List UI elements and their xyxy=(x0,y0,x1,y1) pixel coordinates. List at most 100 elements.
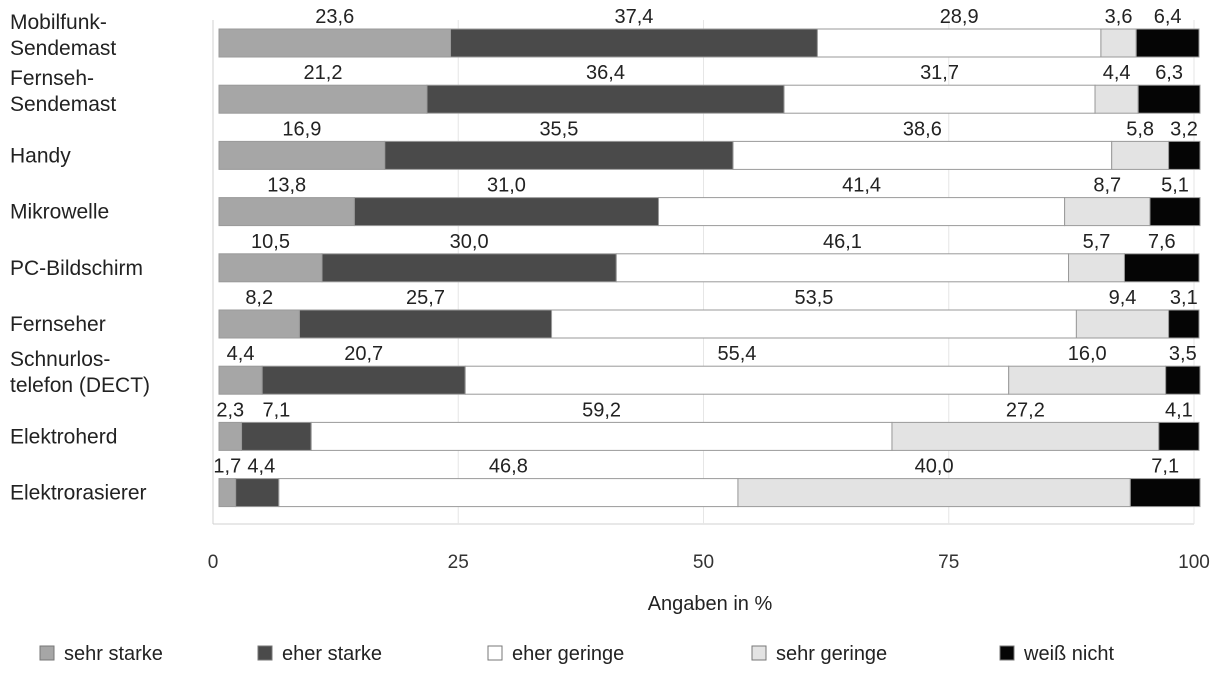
bar-segment-eher-geringe xyxy=(464,365,1010,395)
value-label: 46,1 xyxy=(823,231,862,253)
bar-segment-eher-starke xyxy=(384,140,734,170)
value-label: 6,3 xyxy=(1155,62,1183,84)
category-label: Elektroherd xyxy=(10,425,117,448)
x-tick-label: 25 xyxy=(448,552,469,573)
bar-segment-sehr-geringe xyxy=(1008,365,1167,395)
value-label: 16,9 xyxy=(282,118,321,140)
legend-label: sehr starke xyxy=(64,643,163,665)
value-label: 13,8 xyxy=(267,175,306,197)
bar-segment-weiß-nicht xyxy=(1137,84,1201,114)
bar-segment-sehr-geringe xyxy=(1068,253,1125,283)
bar-segment-sehr-starke xyxy=(218,421,243,451)
legend-swatch xyxy=(257,645,273,661)
bar-segment-eher-starke xyxy=(298,309,553,339)
value-label: 46,8 xyxy=(489,456,528,478)
bar-segment-weiß-nicht xyxy=(1165,365,1201,395)
bar-segment-sehr-starke xyxy=(218,365,263,395)
category-label: Fernseh-Sendemast xyxy=(10,67,116,116)
bar-segment-sehr-starke xyxy=(218,253,323,283)
value-label: 5,8 xyxy=(1126,118,1154,140)
bar-segment-eher-starke xyxy=(321,253,617,283)
x-tick-label: 75 xyxy=(938,552,959,573)
value-label: 7,1 xyxy=(1151,456,1179,478)
bar-segment-sehr-geringe xyxy=(1064,197,1151,227)
bar-segment-eher-geringe xyxy=(278,478,739,508)
bar-segment-weiß-nicht xyxy=(1135,28,1200,58)
category-label: Mikrowelle xyxy=(10,201,109,224)
bar-segment-sehr-starke xyxy=(218,140,386,170)
bar-segment-sehr-starke xyxy=(218,478,237,508)
value-label: 40,0 xyxy=(915,456,954,478)
x-tick-label: 50 xyxy=(693,552,714,573)
bar-segment-eher-starke xyxy=(241,421,312,451)
value-label: 6,4 xyxy=(1154,6,1182,28)
value-label: 16,0 xyxy=(1068,343,1107,365)
value-label: 21,2 xyxy=(304,62,343,84)
bar-segment-weiß-nicht xyxy=(1123,253,1200,283)
bar-segment-sehr-starke xyxy=(218,197,355,227)
bar-segment-sehr-geringe xyxy=(737,478,1131,508)
value-label: 31,7 xyxy=(920,62,959,84)
value-label: 8,7 xyxy=(1093,175,1121,197)
bar-segment-sehr-starke xyxy=(218,309,300,339)
bar-segment-sehr-starke xyxy=(218,84,428,114)
value-label: 27,2 xyxy=(1006,399,1045,421)
value-label: 10,5 xyxy=(251,231,290,253)
value-label: 30,0 xyxy=(450,231,489,253)
value-label: 4,4 xyxy=(247,456,275,478)
value-label: 7,1 xyxy=(262,399,290,421)
legend-label: eher starke xyxy=(282,643,382,665)
bar-segment-eher-geringe xyxy=(310,421,893,451)
bar-segment-sehr-geringe xyxy=(1094,84,1139,114)
bar-segment-eher-geringe xyxy=(816,28,1102,58)
value-label: 3,2 xyxy=(1170,118,1198,140)
value-label: 2,3 xyxy=(216,399,244,421)
value-label: 4,1 xyxy=(1165,399,1193,421)
bar-segment-sehr-starke xyxy=(218,28,452,58)
bar-segment-weiß-nicht xyxy=(1168,140,1201,170)
bar-segment-eher-geringe xyxy=(732,140,1113,170)
value-label: 1,7 xyxy=(213,456,241,478)
value-label: 35,5 xyxy=(539,118,578,140)
bar-segment-eher-geringe xyxy=(657,197,1066,227)
value-label: 7,6 xyxy=(1148,231,1176,253)
bar-segment-sehr-geringe xyxy=(891,421,1160,451)
value-label: 9,4 xyxy=(1109,287,1137,309)
value-label: 41,4 xyxy=(842,175,881,197)
bar-segment-sehr-geringe xyxy=(1100,28,1137,58)
value-label: 55,4 xyxy=(717,343,756,365)
legend-swatch xyxy=(751,645,767,661)
value-label: 23,6 xyxy=(315,6,354,28)
bar-segment-eher-starke xyxy=(235,478,280,508)
value-label: 53,5 xyxy=(795,287,834,309)
legend-swatch xyxy=(999,645,1015,661)
bar-segment-eher-geringe xyxy=(551,309,1077,339)
value-label: 38,6 xyxy=(903,118,942,140)
value-label: 59,2 xyxy=(582,399,621,421)
x-tick-label: 0 xyxy=(208,552,219,573)
category-label: Fernseher xyxy=(10,313,106,336)
category-label: PC-Bildschirm xyxy=(10,257,143,280)
value-label: 5,1 xyxy=(1161,175,1189,197)
bar-segment-weiß-nicht xyxy=(1168,309,1200,339)
value-label: 8,2 xyxy=(245,287,273,309)
bar-segment-sehr-geringe xyxy=(1111,140,1170,170)
value-label: 4,4 xyxy=(1103,62,1131,84)
bar-segment-weiß-nicht xyxy=(1149,197,1201,227)
legend-label: sehr geringe xyxy=(776,643,887,665)
x-tick-label: 100 xyxy=(1178,552,1210,573)
category-label: Handy xyxy=(10,144,71,167)
value-label: 4,4 xyxy=(227,343,255,365)
value-label: 5,7 xyxy=(1083,231,1111,253)
value-label: 20,7 xyxy=(344,343,383,365)
category-label: Mobilfunk-Sendemast xyxy=(10,11,116,60)
bar-segment-eher-starke xyxy=(261,365,466,395)
category-label: Elektrorasierer xyxy=(10,482,147,505)
bar-segment-eher-starke xyxy=(450,28,818,58)
legend-swatch xyxy=(39,645,55,661)
value-label: 37,4 xyxy=(614,6,653,28)
legend-swatch xyxy=(487,645,503,661)
legend-label: eher geringe xyxy=(512,643,624,665)
